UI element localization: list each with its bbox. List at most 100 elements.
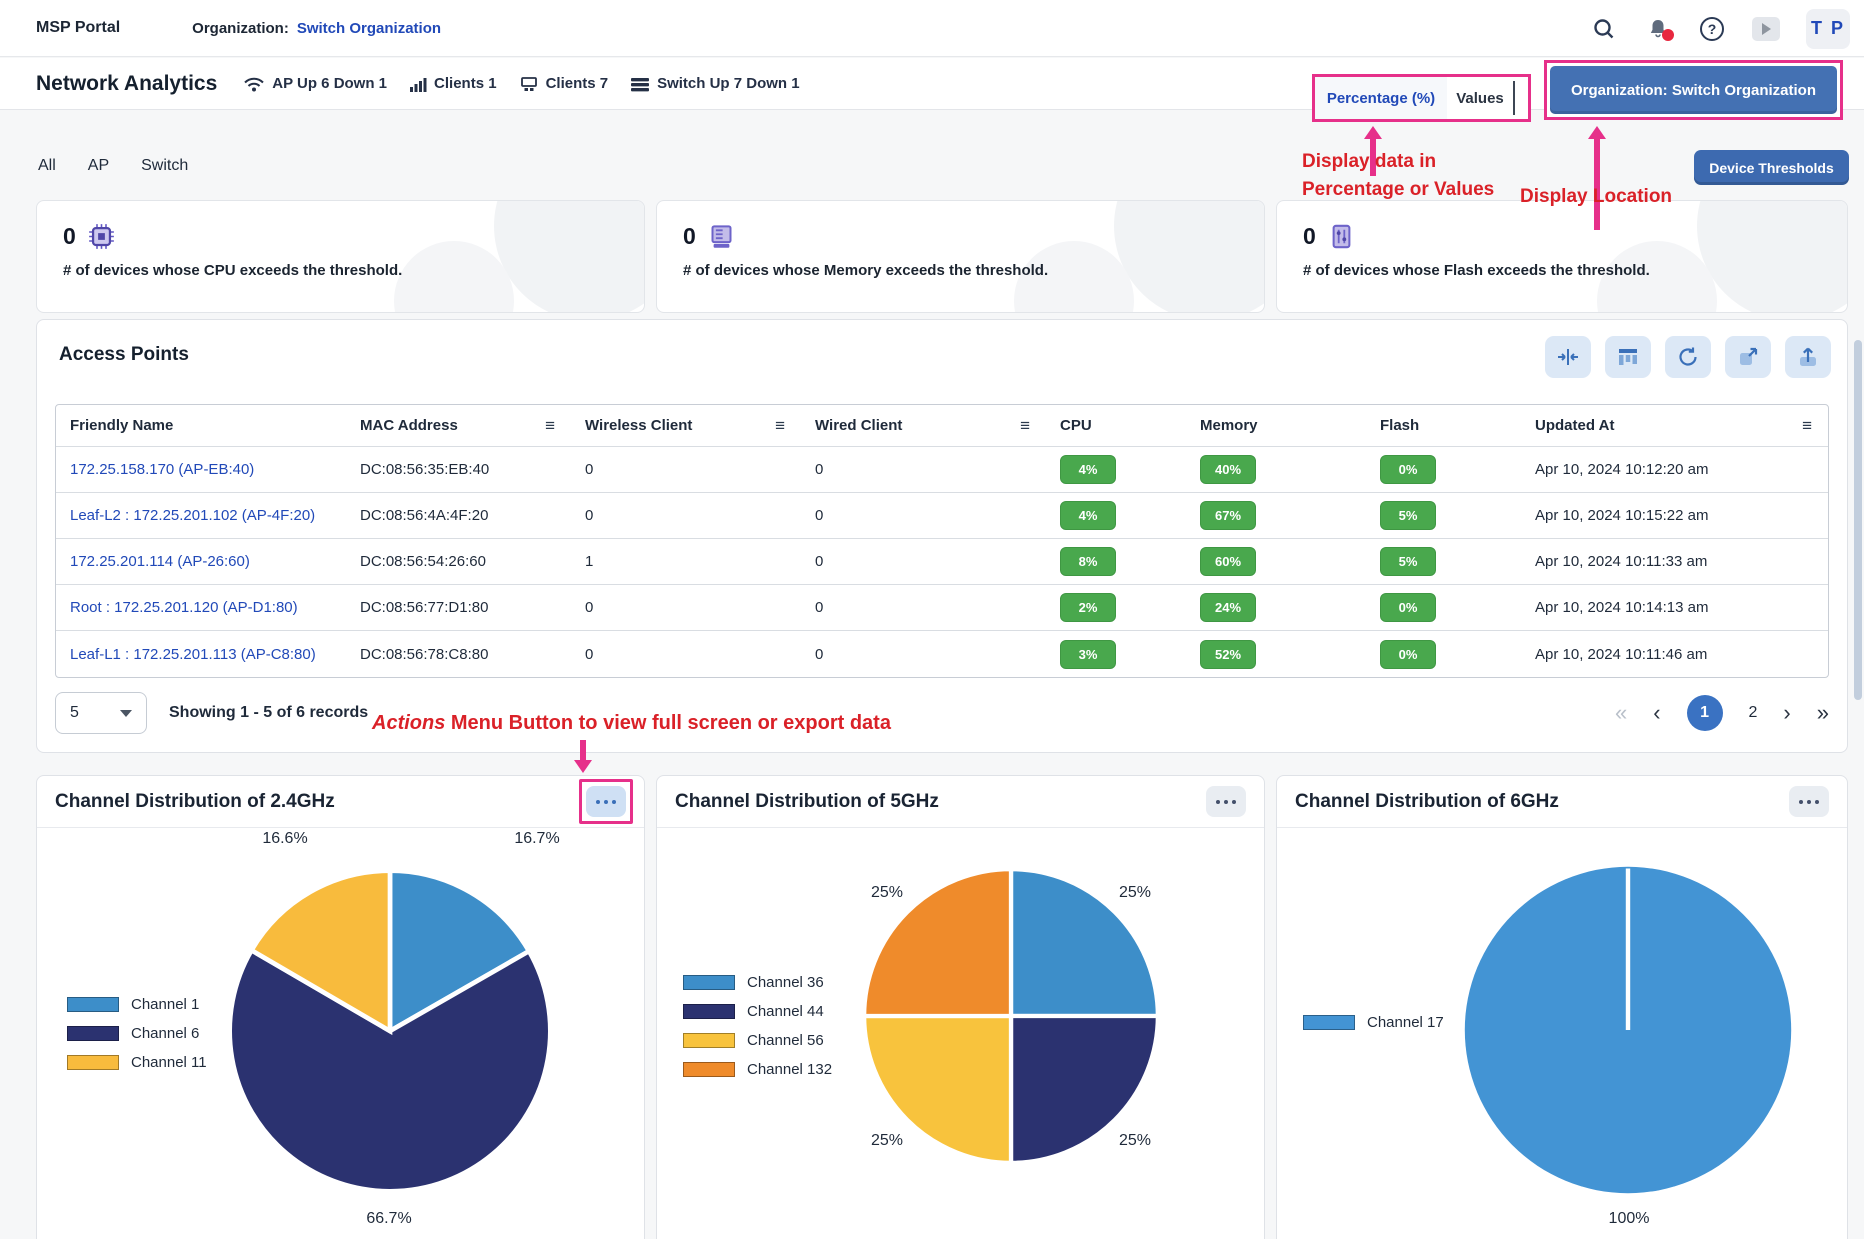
pie-label: 25% [1118, 1132, 1152, 1149]
legend-item[interactable]: Channel 44 [683, 1003, 832, 1020]
switch-updown-stat: Switch Up 7 Down 1 [630, 75, 800, 93]
scrollbar[interactable] [1854, 340, 1862, 700]
tab-all[interactable]: All [38, 157, 56, 174]
legend-item[interactable]: Channel 1 [67, 996, 207, 1013]
table-toolbar [1545, 336, 1831, 378]
cpu-card-caption: # of devices whose CPU exceeds the thres… [63, 262, 403, 279]
flash-icon [1332, 224, 1351, 249]
legend-item[interactable]: Channel 132 [683, 1061, 832, 1078]
search-icon[interactable] [1590, 15, 1618, 43]
pie-chart-5ghz: Channel 36 Channel 44 Channel 56 Channel… [657, 828, 1264, 1239]
cpu-badge: 8% [1060, 547, 1116, 576]
legend-swatch [683, 1033, 735, 1048]
wireless-clients-stat: Clients 1 [409, 75, 497, 93]
organization-button[interactable]: Organization: Switch Organization [1550, 66, 1837, 114]
memory-icon [711, 225, 732, 248]
breadcrumb: Organization: Switch Organization [192, 20, 441, 37]
access-points-panel: Access Points Friendly Name MAC Address ≡ [36, 319, 1848, 753]
legend-item[interactable]: Channel 6 [67, 1025, 207, 1042]
tab-switch[interactable]: Switch [141, 157, 189, 174]
toggle-percentage-option[interactable]: Percentage (%) [1315, 77, 1447, 119]
legend-swatch [67, 997, 119, 1012]
col-friendly-name: Friendly Name [70, 417, 174, 434]
ap-friendly-name-link[interactable]: 172.25.201.114 (AP-26:60) [70, 553, 250, 570]
last-page-button[interactable]: » [1816, 700, 1829, 725]
legend-item[interactable]: Channel 56 [683, 1032, 832, 1049]
prev-page-button[interactable]: ‹ [1653, 700, 1661, 725]
flash-badge: 0% [1380, 639, 1436, 669]
table-row: 172.25.201.114 (AP-26:60) DC:08:56:54:26… [56, 539, 1828, 585]
play-icon [1761, 22, 1771, 35]
topbar-icons: ? T P [1590, 0, 1850, 57]
ap-friendly-name-link[interactable]: 172.25.158.170 (AP-EB:40) [70, 461, 255, 478]
chart-title-6ghz: Channel Distribution of 6GHz [1295, 790, 1559, 812]
chart-panel-6ghz: Channel Distribution of 6GHz Channel 17 … [1276, 775, 1848, 1239]
annotation-arrow-actions [574, 760, 592, 773]
actions-menu-icon [1799, 799, 1803, 804]
pie-label: 25% [1118, 884, 1152, 901]
chart-title-5ghz: Channel Distribution of 5GHz [675, 790, 939, 812]
chart-legend: Channel 36 Channel 44 Channel 56 Channel… [683, 974, 832, 1078]
actions-button-highlight [579, 779, 633, 824]
ap-friendly-name-link[interactable]: Leaf-L1 : 172.25.201.113 (AP-C8:80) [70, 645, 316, 663]
table-row: 172.25.158.170 (AP-EB:40) DC:08:56:35:EB… [56, 447, 1828, 493]
annotation-arrow-location [1588, 126, 1606, 139]
table-row: Root : 172.25.201.120 (AP-D1:80) DC:08:5… [56, 585, 1828, 631]
wired-clients-stat: Clients 7 [519, 75, 608, 93]
ap-friendly-name-link[interactable]: Leaf-L2 : 172.25.201.102 (AP-4F:20) [70, 507, 316, 524]
column-menu-icon[interactable]: ≡ [775, 415, 785, 435]
legend-swatch [683, 975, 735, 990]
legend-item[interactable]: Channel 17 [1303, 1014, 1444, 1031]
ap-friendly-name-link[interactable]: Root : 172.25.201.120 (AP-D1:80) [70, 599, 298, 616]
pie-label: 16.6% [262, 830, 308, 847]
wireless-client-count: 0 [585, 461, 594, 478]
refresh-button[interactable] [1665, 336, 1711, 378]
mac-address: DC:08:56:77:D1:80 [360, 599, 489, 616]
legend-item[interactable]: Channel 36 [683, 974, 832, 991]
device-thresholds-button[interactable]: Device Thresholds [1694, 150, 1849, 185]
actions-menu-button[interactable] [1789, 786, 1829, 817]
page-2-button[interactable]: 2 [1748, 704, 1758, 721]
columns-button[interactable] [1605, 336, 1651, 378]
pie-chart-2-4ghz: Channel 1 Channel 6 Channel 11 16.6% 16.… [37, 828, 644, 1239]
col-memory: Memory [1200, 417, 1258, 434]
legend-item[interactable]: Channel 11 [67, 1054, 207, 1071]
notifications-bell-icon[interactable] [1644, 15, 1674, 43]
toggle-values-option[interactable]: Values [1456, 89, 1504, 107]
first-page-button[interactable]: « [1614, 700, 1628, 725]
col-cpu: CPU [1060, 417, 1092, 434]
actions-menu-icon [596, 799, 600, 804]
next-page-button[interactable]: › [1783, 700, 1791, 725]
pie-label: 100% [1608, 1210, 1650, 1227]
page-1-button[interactable]: 1 [1686, 695, 1723, 731]
pie-2-4ghz [227, 868, 553, 1194]
fit-columns-button[interactable] [1545, 336, 1591, 378]
export-button[interactable] [1785, 336, 1831, 378]
annotation-arrow-toggle [1364, 126, 1382, 139]
fullscreen-button[interactable] [1725, 336, 1771, 378]
wired-client-count: 0 [815, 645, 824, 663]
updated-at: Apr 10, 2024 10:12:20 am [1535, 461, 1709, 478]
column-menu-icon[interactable]: ≡ [545, 415, 555, 435]
column-menu-icon[interactable]: ≡ [1802, 415, 1812, 435]
mac-address: DC:08:56:54:26:60 [360, 553, 486, 570]
cpu-chip-icon [88, 224, 114, 249]
pie-chart-6ghz: Channel 17 100% [1277, 828, 1847, 1239]
col-wired-client: Wired Client ≡ [815, 415, 1030, 435]
video-tutorial-icon[interactable] [1752, 15, 1780, 43]
column-menu-icon[interactable]: ≡ [1020, 415, 1030, 435]
user-avatar[interactable]: T P [1806, 8, 1850, 49]
page-size-select[interactable]: 5 [55, 692, 147, 734]
updated-at: Apr 10, 2024 10:11:33 am [1535, 553, 1708, 570]
help-icon[interactable]: ? [1698, 15, 1726, 43]
org-switcher-link[interactable]: Switch Organization [296, 19, 442, 37]
tab-ap[interactable]: AP [87, 157, 110, 174]
wireless-client-count: 1 [585, 553, 594, 570]
updated-at: Apr 10, 2024 10:11:46 am [1535, 645, 1708, 663]
scope-tabs: All AP Switch [38, 157, 188, 175]
actions-menu-button[interactable] [586, 786, 626, 817]
percentage-values-toggle: Percentage (%) Values [1312, 74, 1531, 122]
actions-menu-button[interactable] [1206, 786, 1246, 817]
memory-threshold-card: 0 # of devices whose Memory exceeds the … [656, 200, 1265, 313]
page-title: Network Analytics [36, 71, 218, 95]
